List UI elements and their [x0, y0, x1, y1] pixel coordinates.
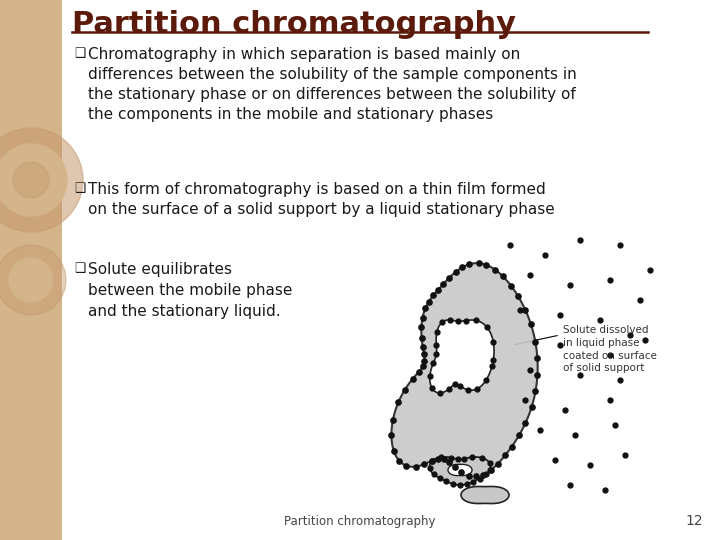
Text: Chromatography in which separation is based mainly on
differences between the so: Chromatography in which separation is ba… — [88, 47, 577, 122]
Circle shape — [13, 162, 49, 198]
Text: ❑: ❑ — [74, 262, 85, 275]
Text: Solute equilibrates
between the mobile phase
and the stationary liquid.: Solute equilibrates between the mobile p… — [88, 262, 292, 319]
Text: Solute dissolved
in liquid phase
coated on surface
of solid support: Solute dissolved in liquid phase coated … — [563, 325, 657, 373]
Polygon shape — [429, 457, 490, 485]
Text: Partition chromatography: Partition chromatography — [284, 515, 436, 528]
Text: 12: 12 — [685, 514, 703, 528]
Polygon shape — [392, 263, 538, 476]
Circle shape — [0, 245, 66, 315]
Circle shape — [0, 144, 67, 216]
Polygon shape — [448, 464, 472, 476]
Text: This form of chromatography is based on a thin film formed
on the surface of a s: This form of chromatography is based on … — [88, 182, 554, 217]
Circle shape — [0, 128, 83, 232]
Text: ❑: ❑ — [74, 182, 85, 195]
FancyBboxPatch shape — [0, 0, 62, 540]
Text: ❑: ❑ — [74, 47, 85, 60]
Circle shape — [9, 258, 53, 302]
Text: Partition chromatography: Partition chromatography — [72, 10, 516, 39]
Polygon shape — [461, 487, 509, 503]
Polygon shape — [430, 320, 494, 393]
